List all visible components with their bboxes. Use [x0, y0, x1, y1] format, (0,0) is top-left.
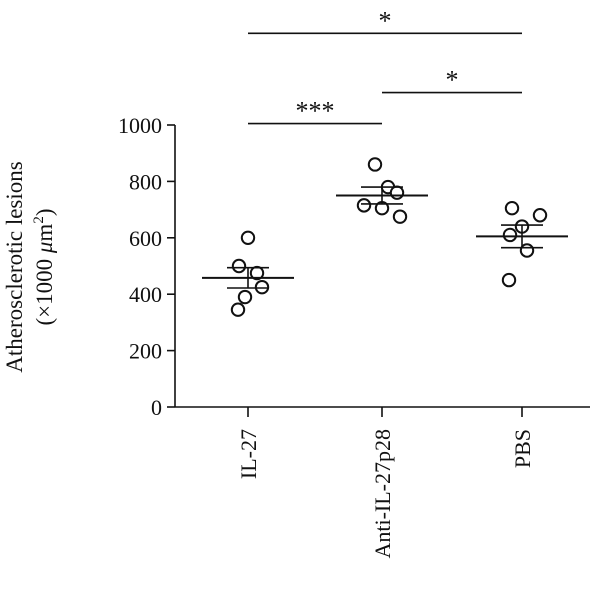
x-tick-label: PBS — [510, 429, 535, 468]
y-tick-label: 200 — [129, 339, 162, 364]
y-tick-label: 0 — [151, 395, 162, 420]
x-tick-label: IL-27 — [236, 429, 261, 479]
y-tick-label: 800 — [129, 169, 162, 194]
y-axis-label-prefix: (×1000 — [32, 253, 57, 325]
data-point — [502, 227, 518, 243]
group-1 — [336, 157, 428, 224]
data-point — [231, 258, 247, 274]
x-ticks: IL-27 Anti-IL-27p28 PBS — [236, 407, 535, 559]
data-point — [532, 208, 548, 223]
y-axis-label-line2: (×1000 μm2) — [31, 209, 57, 326]
y-axis-label-line1: Atherosclerotic lesions — [2, 161, 27, 372]
data-point — [356, 198, 372, 213]
significance-bars: ***** — [248, 6, 522, 126]
data-point — [504, 200, 520, 216]
y-axis-label: Atherosclerotic lesions (×1000 μm2) — [2, 161, 57, 372]
y-axis-label-unit-mu: μ — [32, 242, 57, 255]
data-groups — [202, 157, 568, 317]
data-point — [240, 230, 256, 246]
significance-label: * — [446, 66, 459, 95]
y-ticks: 0 200 400 600 800 1000 — [118, 113, 175, 420]
data-point — [389, 185, 405, 200]
y-tick-label: 600 — [129, 226, 162, 251]
y-tick-label: 400 — [129, 282, 162, 307]
data-point — [254, 279, 270, 295]
data-point — [501, 272, 517, 288]
data-point — [237, 289, 253, 305]
y-axis-label-unit-m: m — [32, 224, 57, 242]
y-tick-label: 1000 — [118, 113, 162, 138]
significance-label: * — [379, 6, 392, 35]
data-point — [392, 209, 408, 224]
data-point — [230, 302, 246, 317]
significance-label: *** — [296, 97, 335, 126]
data-point — [367, 157, 383, 172]
y-axis-label-unit-exp: 2 — [31, 216, 47, 224]
data-point — [249, 265, 265, 281]
group-2 — [476, 200, 568, 288]
y-axis-label-suffix: ) — [32, 209, 57, 217]
group-0 — [202, 230, 294, 317]
x-tick-label: Anti-IL-27p28 — [370, 429, 395, 559]
